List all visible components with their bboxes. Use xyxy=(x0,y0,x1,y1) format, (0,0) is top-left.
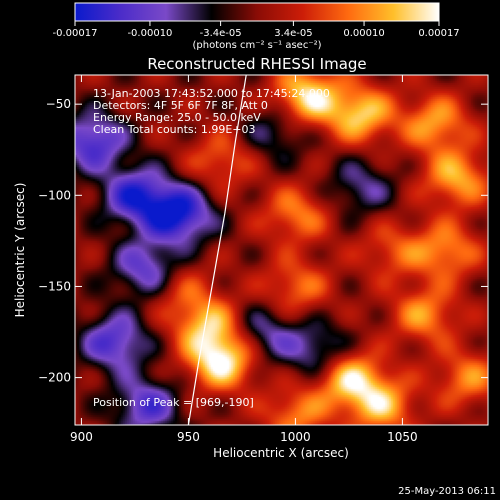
x-tick-label: 950 xyxy=(177,430,200,444)
colorbar-units: (photons cm⁻² s⁻¹ asec⁻²) xyxy=(192,40,321,51)
colorbar-tick-label: 0.00010 xyxy=(343,28,384,39)
y-axis-label: Heliocentric Y (arcsec) xyxy=(13,183,27,318)
heatmap-image xyxy=(75,75,488,425)
colorbar-tick-label: -0.00010 xyxy=(127,28,172,39)
x-tick-label: 1050 xyxy=(387,430,418,444)
x-tick-label: 900 xyxy=(70,430,93,444)
colorbar-tick-labels: -0.00017 -0.00010 -3.4e-05 3.4e-05 0.00010 0.… xyxy=(53,28,460,39)
colorbar: -0.00017 -0.00010 -3.4e-05 3.4e-05 0.00010 0.… xyxy=(53,2,460,51)
plot-area: 900 950 1000 1050 −50 −100 −150 −200 13-Jan-200… xyxy=(38,74,489,444)
y-tick-label: −200 xyxy=(38,371,71,385)
peak-position-label: Position of Peak = [969,-190] xyxy=(93,396,254,409)
info-text-block: 13-Jan-2003 17:43:52.000 to 17:45:24.000… xyxy=(93,87,330,136)
info-line: Energy Range: 25.0 - 50.0 keV xyxy=(93,111,261,124)
colorbar-tick-label: -3.4e-05 xyxy=(200,28,242,39)
chart-title: Reconstructed RHESSI Image xyxy=(147,55,366,73)
colorbar-gradient xyxy=(75,3,439,21)
axes: 900 950 1000 1050 −50 −100 −150 −200 xyxy=(38,74,489,444)
info-line: Clean Total counts: 1.99E+03 xyxy=(93,123,256,136)
footer-timestamp: 25-May-2013 06:11 xyxy=(398,486,496,497)
info-line: Detectors: 4F 5F 6F 7F 8F, Att 0 xyxy=(93,99,268,112)
colorbar-frame xyxy=(74,2,440,22)
y-tick-label: −50 xyxy=(46,97,71,111)
x-tick-label: 1000 xyxy=(280,430,311,444)
x-axis-label: Heliocentric X (arcsec) xyxy=(213,446,349,460)
y-tick-label: −150 xyxy=(38,279,71,293)
y-tick-label: −100 xyxy=(38,188,71,202)
colorbar-ticks xyxy=(74,2,440,26)
solar-limb-line xyxy=(187,75,247,425)
plot-frame xyxy=(74,74,489,426)
info-line: 13-Jan-2003 17:43:52.000 to 17:45:24.000 xyxy=(93,87,330,100)
colorbar-tick-label: 0.00017 xyxy=(418,28,459,39)
colorbar-tick-label: -0.00017 xyxy=(53,28,98,39)
colorbar-tick-label: 3.4e-05 xyxy=(274,28,312,39)
